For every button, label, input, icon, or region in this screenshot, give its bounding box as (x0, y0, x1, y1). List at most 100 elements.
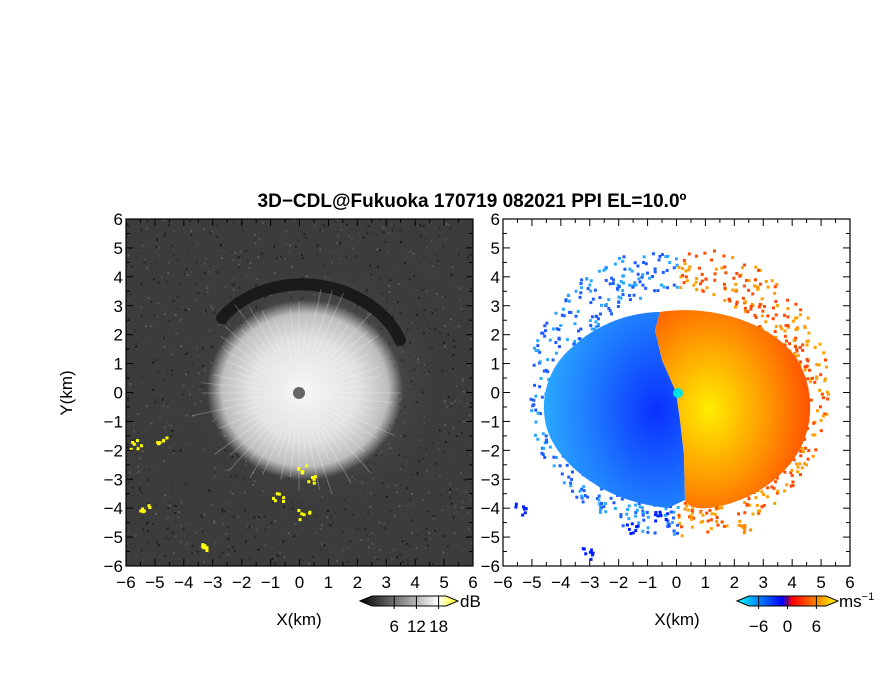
snr-noise-speck (160, 276, 163, 279)
snr-radial-ray (298, 392, 365, 453)
snr-radial-ray (262, 392, 300, 475)
snr-noise-speck (136, 413, 139, 416)
velocity-speck (597, 322, 601, 326)
snr-noise-speck (415, 557, 418, 560)
velocity-speck (567, 299, 571, 303)
snr-noise-speck (223, 510, 226, 513)
velocity-speck (542, 369, 546, 373)
snr-noise-speck (313, 224, 316, 227)
velocity-speck (742, 531, 746, 535)
velocity-speck (672, 510, 676, 514)
snr-noise-speck (446, 359, 449, 362)
velocity-speck (570, 477, 574, 481)
velocity-speck (819, 418, 823, 422)
velocity-speck (791, 480, 795, 484)
snr-noise-speck (232, 258, 235, 261)
velocity-speck (543, 455, 547, 459)
snr-noise-speck (429, 537, 432, 540)
velocity-speck (815, 363, 819, 367)
snr-yellow-speck (308, 511, 312, 515)
velocity-ytick-label: −1 (481, 412, 500, 431)
snr-noise-speck (442, 250, 445, 253)
snr-noise-speck (405, 542, 408, 545)
snr-noise-speck (156, 400, 159, 403)
snr-noise-speck (244, 221, 247, 224)
snr-noise-speck (468, 414, 471, 417)
snr-noise-speck (145, 405, 148, 408)
snr-noise-speck (356, 255, 359, 258)
snr-noise-speck (339, 224, 342, 227)
velocity-speck (753, 313, 757, 317)
snr-noise-speck (162, 219, 165, 222)
velocity-speck (799, 449, 803, 453)
snr-noise-speck (175, 332, 178, 335)
snr-noise-speck (224, 546, 227, 549)
snr-noise-speck (302, 257, 305, 260)
velocity-xtick-label: −1 (638, 573, 657, 592)
velocity-speck (579, 291, 583, 295)
velocity-speck (774, 335, 778, 339)
velocity-speck (651, 274, 655, 278)
snr-colorbar-tick-label: 18 (429, 617, 448, 636)
velocity-speck (662, 285, 666, 289)
snr-noise-speck (453, 532, 456, 535)
snr-noise-speck (143, 258, 146, 261)
velocity-speck (786, 324, 790, 328)
snr-noise-speck (379, 249, 382, 252)
velocity-speck (742, 284, 746, 288)
velocity-xtick-label: 2 (730, 573, 739, 592)
velocity-speck (821, 414, 825, 418)
snr-noise-speck (464, 490, 467, 493)
snr-noise-speck (364, 528, 367, 531)
velocity-speck (582, 489, 586, 493)
velocity-speck (603, 267, 607, 271)
velocity-ytick-label: 2 (491, 326, 500, 345)
snr-noise-speck (351, 531, 354, 534)
snr-noise-speck (452, 511, 455, 514)
velocity-speck (616, 305, 620, 309)
velocity-speck (811, 454, 815, 458)
snr-noise-speck (211, 230, 214, 233)
snr-noise-speck (190, 240, 193, 243)
snr-noise-speck (456, 435, 459, 438)
snr-noise-speck (412, 252, 415, 255)
velocity-speck (566, 293, 570, 297)
velocity-speck (715, 506, 719, 510)
snr-noise-speck (152, 494, 155, 497)
velocity-speck (688, 265, 692, 269)
velocity-speck (565, 338, 569, 342)
snr-noise-speck (158, 255, 161, 258)
snr-xtick-label: −1 (261, 573, 280, 592)
snr-yellow-speck (131, 440, 135, 444)
velocity-speck (758, 268, 762, 272)
snr-radial-ray (214, 392, 300, 455)
velocity-speck (589, 279, 593, 283)
snr-noise-speck (138, 470, 141, 473)
snr-radial-ray (298, 392, 396, 437)
velocity-speck (704, 277, 708, 281)
snr-noise-speck (152, 278, 155, 281)
velocity-speck (531, 404, 535, 408)
velocity-speck (642, 518, 646, 522)
snr-radial-ray (298, 352, 369, 394)
snr-noise-speck (368, 546, 371, 549)
velocity-speck (672, 516, 676, 520)
velocity-speck (806, 377, 810, 381)
snr-noise-speck (316, 244, 319, 247)
snr-noise-speck (127, 396, 130, 399)
velocity-speck (669, 510, 673, 514)
snr-noise-speck (431, 515, 434, 518)
snr-noise-speck (213, 467, 216, 470)
snr-noise-speck (368, 264, 371, 267)
velocity-speck (766, 314, 770, 318)
snr-noise-speck (351, 247, 354, 250)
velocity-speck (627, 293, 631, 297)
snr-noise-speck (137, 431, 140, 434)
velocity-speck (664, 507, 668, 511)
snr-noise-speck (430, 276, 433, 279)
velocity-speck (622, 255, 626, 259)
velocity-speck (579, 281, 583, 285)
velocity-speck (801, 343, 805, 347)
